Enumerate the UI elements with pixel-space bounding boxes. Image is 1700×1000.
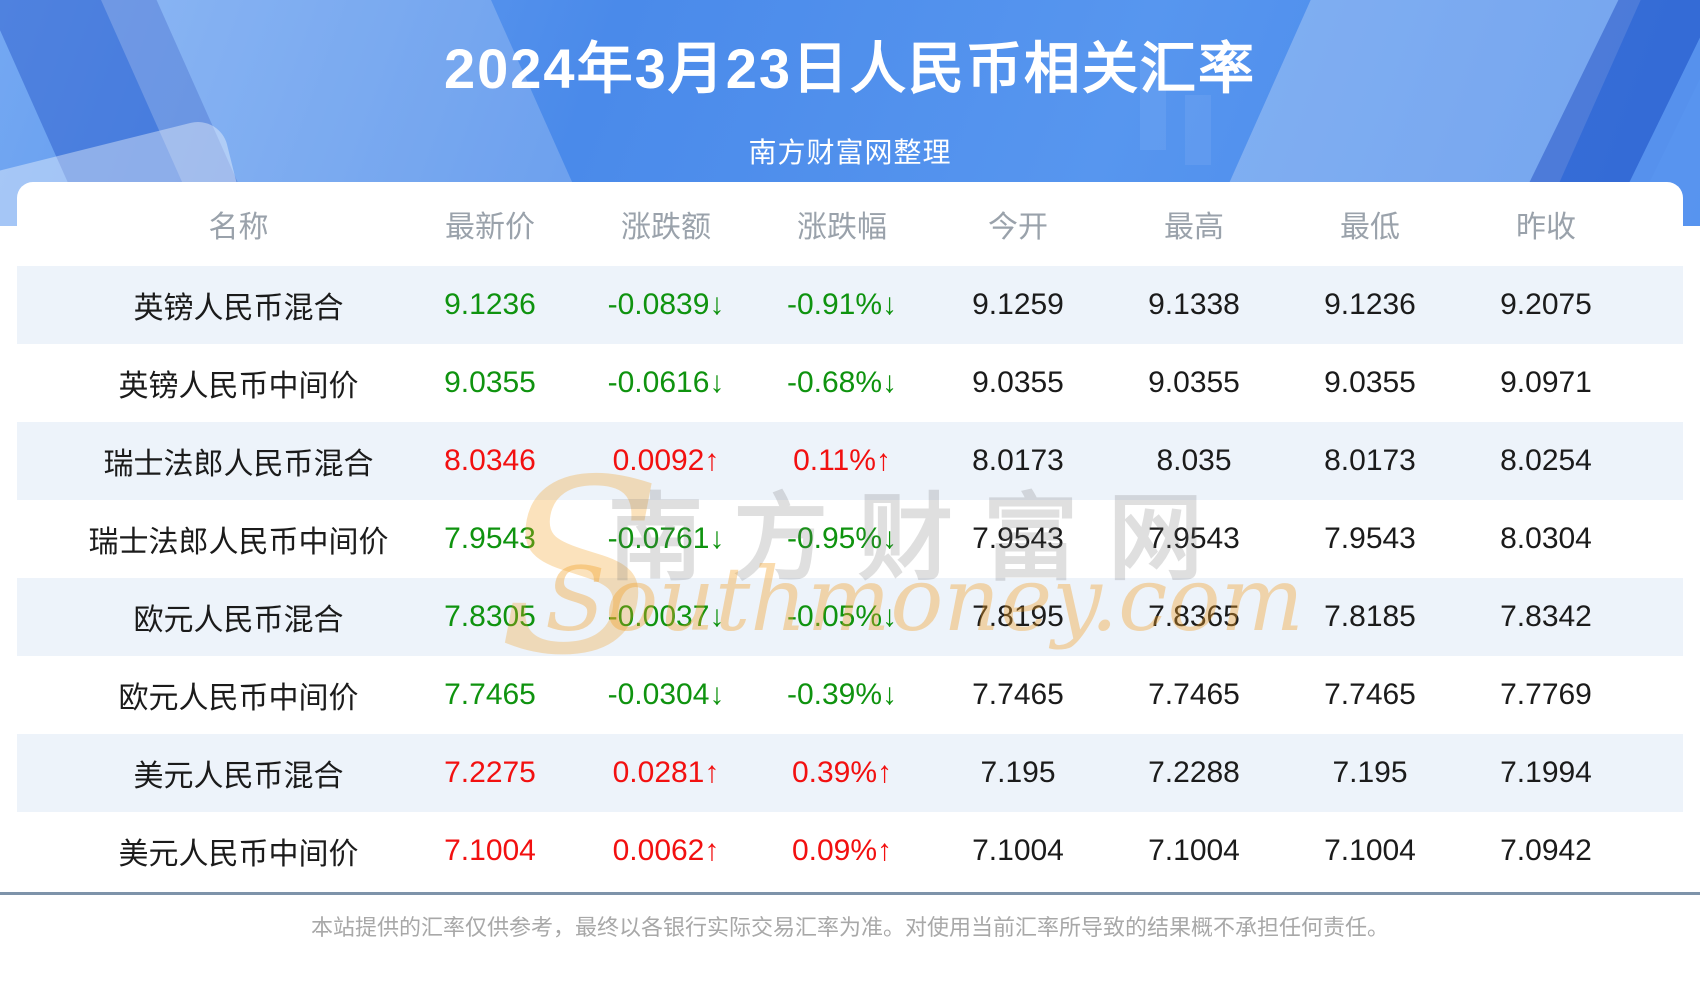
row-name: 欧元人民币中间价 [118, 682, 359, 715]
change-percent: 0.11%↑ [793, 444, 891, 477]
footer-divider [0, 892, 1700, 895]
page-title: 2024年3月23日人民币相关汇率 [443, 37, 1256, 100]
latest-price: 7.2275 [444, 756, 536, 789]
change-amount: -0.0616↓ [607, 366, 725, 399]
open-price: 9.1259 [972, 288, 1064, 321]
table-row: 英镑人民币中间价 9.0355 -0.0616↓ -0.68%↓ 9.0355 9.035… [17, 344, 1683, 422]
column-header-5: 今开 [988, 211, 1048, 244]
latest-price: 8.0346 [444, 444, 536, 477]
change-percent: -0.91%↓ [786, 288, 898, 321]
latest-price: 9.1236 [444, 288, 536, 321]
table-row: 欧元人民币中间价 7.7465 -0.0304↓ -0.39%↓ 7.7465 7.746… [17, 656, 1683, 734]
table-row: 瑞士法郎人民币混合 8.0346 0.0092↑ 0.11%↑ 8.0173 8.035 8… [17, 422, 1683, 500]
latest-price: 7.7465 [444, 678, 536, 711]
change-percent: -0.95%↓ [786, 522, 898, 555]
page-subtitle: 南方财富网整理 [748, 137, 952, 168]
low-price: 7.7465 [1324, 678, 1416, 711]
table-header-row: 名称 最新价 涨跌额 涨跌幅 今开 最高 最低 昨收 [17, 182, 1683, 266]
change-amount: -0.0761↓ [607, 522, 725, 555]
low-price: 9.0355 [1324, 366, 1416, 399]
low-price: 8.0173 [1324, 444, 1416, 477]
change-amount: -0.0839↓ [607, 288, 725, 321]
high-price: 7.7465 [1148, 678, 1240, 711]
row-name: 欧元人民币混合 [133, 604, 344, 637]
high-price: 7.8365 [1148, 600, 1240, 633]
high-price: 8.035 [1156, 444, 1232, 477]
open-price: 8.0173 [972, 444, 1064, 477]
latest-price: 9.0355 [444, 366, 536, 399]
prev-close: 7.1994 [1500, 756, 1592, 789]
open-price: 9.0355 [972, 366, 1064, 399]
high-price: 7.2288 [1148, 756, 1240, 789]
row-name: 英镑人民币中间价 [118, 370, 359, 403]
high-price: 9.0355 [1148, 366, 1240, 399]
high-price: 9.1338 [1148, 288, 1240, 321]
change-percent: -0.68%↓ [786, 366, 898, 399]
column-header-4: 涨跌幅 [797, 211, 887, 244]
prev-close: 9.2075 [1500, 288, 1592, 321]
change-amount: 0.0092↑ [612, 444, 720, 477]
change-percent: -0.39%↓ [786, 678, 898, 711]
table-body: 英镑人民币混合 9.1236 -0.0839↓ -0.91%↓ 9.1259 9.1338… [17, 266, 1683, 890]
table-row: 欧元人民币混合 7.8305 -0.0037↓ -0.05%↓ 7.8195 7.8365… [17, 578, 1683, 656]
column-header-7: 最低 [1340, 211, 1400, 244]
change-percent: 0.09%↑ [791, 834, 893, 867]
row-name: 英镑人民币混合 [133, 292, 344, 325]
prev-close: 7.7769 [1500, 678, 1592, 711]
column-header-3: 涨跌额 [621, 211, 711, 244]
prev-close: 7.8342 [1500, 600, 1592, 633]
open-price: 7.9543 [972, 522, 1064, 555]
change-percent: -0.05%↓ [786, 600, 898, 633]
change-amount: -0.0304↓ [607, 678, 725, 711]
open-price: 7.8195 [972, 600, 1064, 633]
open-price: 7.1004 [972, 834, 1064, 867]
table-row: 瑞士法郎人民币中间价 7.9543 -0.0761↓ -0.95%↓ 7.9543 7.9… [17, 500, 1683, 578]
prev-close: 8.0304 [1500, 522, 1592, 555]
prev-close: 8.0254 [1500, 444, 1592, 477]
prev-close: 7.0942 [1500, 834, 1592, 867]
column-header-2: 最新价 [445, 211, 535, 244]
change-percent: 0.39%↑ [791, 756, 893, 789]
high-price: 7.9543 [1148, 522, 1240, 555]
row-name: 瑞士法郎人民币中间价 [88, 526, 389, 559]
row-name: 瑞士法郎人民币混合 [103, 448, 374, 481]
low-price: 9.1236 [1324, 288, 1416, 321]
low-price: 7.1004 [1324, 834, 1416, 867]
column-header-6: 最高 [1164, 211, 1224, 244]
change-amount: 0.0062↑ [612, 834, 720, 867]
column-header-1: 名称 [208, 211, 269, 244]
latest-price: 7.9543 [444, 522, 536, 555]
low-price: 7.8185 [1324, 600, 1416, 633]
high-price: 7.1004 [1148, 834, 1240, 867]
prev-close: 9.0971 [1500, 366, 1592, 399]
latest-price: 7.1004 [444, 834, 536, 867]
low-price: 7.9543 [1324, 522, 1416, 555]
row-name: 美元人民币中间价 [118, 838, 359, 871]
low-price: 7.195 [1332, 756, 1408, 789]
change-amount: -0.0037↓ [607, 600, 725, 633]
table-row: 美元人民币中间价 7.1004 0.0062↑ 0.09%↑ 7.1004 7.1004 7… [17, 812, 1683, 890]
latest-price: 7.8305 [444, 600, 536, 633]
disclaimer-text: 本站提供的汇率仅供参考，最终以各银行实际交易汇率为准。对使用当前汇率所导致的结果… [310, 915, 1389, 940]
open-price: 7.7465 [972, 678, 1064, 711]
table-row: 美元人民币混合 7.2275 0.0281↑ 0.39%↑ 7.195 7.2288 7.1… [17, 734, 1683, 812]
open-price: 7.195 [980, 756, 1056, 789]
rates-card: 名称 最新价 涨跌额 涨跌幅 今开 最高 最低 昨收 英镑人民币混合 9.1236 -0.0839… [17, 182, 1683, 890]
table-row: 英镑人民币混合 9.1236 -0.0839↓ -0.91%↓ 9.1259 9.1338… [17, 266, 1683, 344]
column-header-8: 昨收 [1516, 211, 1576, 244]
row-name: 美元人民币混合 [133, 760, 344, 793]
change-amount: 0.0281↑ [612, 756, 720, 789]
